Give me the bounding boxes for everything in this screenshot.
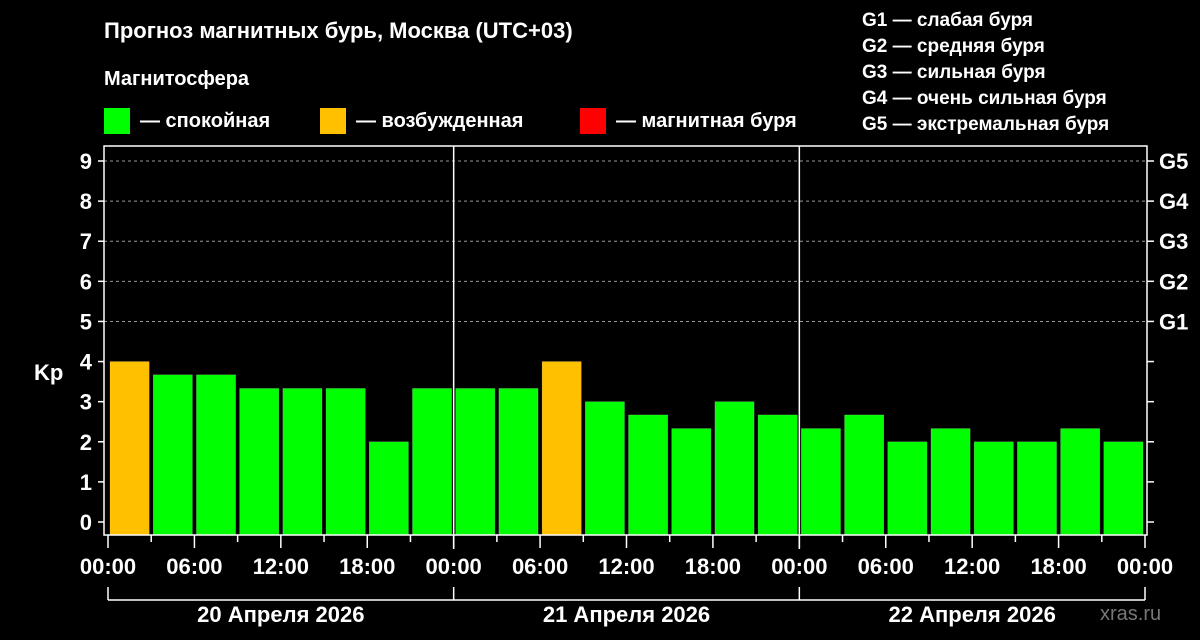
bar	[152, 374, 193, 536]
bar	[196, 374, 236, 536]
bar	[282, 388, 323, 536]
y-tick-label: 2	[80, 430, 92, 455]
x-tick-label: 00:00	[426, 554, 482, 579]
bar	[801, 428, 841, 536]
legend-swatch	[580, 108, 606, 134]
y-tick-label: 1	[80, 470, 92, 495]
bar	[369, 441, 409, 536]
y-tick-label: 3	[80, 390, 92, 415]
legend-label: — спокойная	[140, 109, 271, 132]
bar	[671, 428, 712, 536]
bar	[325, 388, 366, 536]
bar	[628, 414, 668, 536]
plot-frame	[103, 145, 1148, 536]
watermark: xras.ru	[1100, 603, 1162, 625]
bar	[239, 388, 280, 536]
g-tick-label: G1	[1159, 309, 1188, 334]
y-tick-label: 4	[80, 350, 93, 375]
bar	[541, 361, 582, 536]
bar	[585, 401, 625, 536]
bar	[498, 388, 539, 536]
x-tick-label: 00:00	[80, 554, 136, 579]
g-tick-label: G3	[1159, 229, 1188, 254]
x-tick-label: 00:00	[1117, 554, 1173, 579]
day-label: 20 Апреля 2026	[197, 602, 364, 627]
x-tick-label: 18:00	[339, 554, 395, 579]
bar	[1060, 428, 1101, 536]
x-tick-label: 06:00	[858, 554, 914, 579]
y-tick-label: 8	[80, 189, 92, 214]
chart-title: Прогноз магнитных бурь, Москва (UTC+03)	[104, 18, 573, 43]
bar	[1017, 441, 1057, 536]
g-tick-label: G2	[1159, 269, 1188, 294]
x-tick-label: 06:00	[166, 554, 222, 579]
x-tick-label: 18:00	[685, 554, 741, 579]
bar	[714, 401, 755, 536]
bar	[973, 441, 1014, 536]
legend-item-storm: — магнитная буря	[580, 108, 797, 134]
legend-swatch	[104, 108, 130, 134]
bar	[109, 361, 150, 536]
legend-label: — возбужденная	[356, 109, 524, 132]
y-tick-label: 0	[80, 510, 92, 535]
bar	[887, 441, 928, 536]
g-legend-2: G2 — средняя буря	[862, 36, 1045, 57]
day-label: 22 Апреля 2026	[889, 602, 1056, 627]
legend-item-quiet: — спокойная	[104, 108, 270, 134]
bar	[455, 388, 496, 536]
g-legend-4: G4 — очень сильная буря	[862, 88, 1107, 109]
g-legend-5: G5 — экстремальная буря	[862, 114, 1110, 135]
y-axis-label: Kp	[34, 360, 63, 385]
x-tick-label: 06:00	[512, 554, 568, 579]
bar	[844, 414, 885, 536]
legend-item-active: — возбужденная	[320, 108, 523, 134]
g-tick-label: G4	[1159, 189, 1189, 214]
day-label: 21 Апреля 2026	[543, 602, 710, 627]
bar	[1103, 441, 1144, 536]
bar	[412, 388, 452, 536]
x-tick-label: 00:00	[771, 554, 827, 579]
y-tick-label: 9	[80, 149, 92, 174]
bar	[930, 428, 971, 536]
x-tick-label: 12:00	[253, 554, 309, 579]
legend-label: — магнитная буря	[616, 109, 797, 132]
x-tick-label: 12:00	[598, 554, 654, 579]
y-tick-label: 5	[80, 309, 92, 334]
g-tick-label: G5	[1159, 149, 1188, 174]
g-legend-1: G1 — слабая буря	[862, 10, 1034, 31]
x-tick-label: 12:00	[944, 554, 1000, 579]
bar	[757, 414, 798, 536]
legend-title: Магнитосфера	[104, 68, 250, 90]
legend-swatch	[320, 108, 346, 134]
y-tick-label: 6	[80, 269, 92, 294]
x-tick-label: 18:00	[1030, 554, 1086, 579]
y-tick-label: 7	[80, 229, 92, 254]
g-legend-3: G3 — сильная буря	[862, 62, 1046, 83]
